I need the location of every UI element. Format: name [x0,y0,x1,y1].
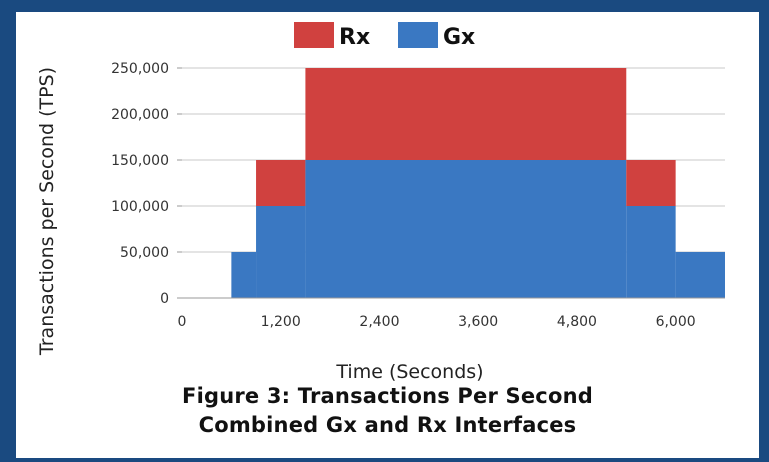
series-layer [231,68,725,298]
gx-bar [626,206,676,298]
axis-layer: 0 50,000 100,000 150,000 200,000 250,000 0 1,20… [111,61,725,330]
y-tick-label: 200,000 [111,107,169,123]
chart-figure: 0 50,000 100,000 150,000 200,000 250,000 0 1,20… [16,12,759,458]
legend-swatch-rx [294,22,334,48]
x-tick-label: 4,800 [557,314,597,330]
gx-bar [305,160,627,298]
figure-caption-line1: Figure 3: Transactions Per Second [182,384,593,408]
x-tick-label: 2,400 [359,314,399,330]
y-tick-label: 100,000 [111,199,169,215]
rx-bar [256,160,306,206]
chart-canvas: 0 50,000 100,000 150,000 200,000 250,000 0 1,20… [36,22,725,383]
figure-caption-line2: Combined Gx and Rx Interfaces [198,413,577,437]
rx-bar [305,68,627,160]
gx-bar [256,206,306,298]
y-axis-label: Transactions per Second (TPS) [36,67,58,356]
gx-bar [675,252,725,298]
x-tick-label: 1,200 [261,314,301,330]
y-tick-label: 50,000 [120,245,169,261]
legend-label-rx: Rx [339,25,370,50]
y-tick-label: 0 [160,291,169,307]
rx-bar [626,160,676,206]
x-tick-label: 6,000 [656,314,696,330]
gx-bar [231,252,257,298]
y-tick-label: 250,000 [111,61,169,77]
x-axis-label: Time (Seconds) [335,361,483,383]
legend-swatch-gx [398,22,438,48]
legend-label-gx: Gx [443,25,475,50]
x-tick-label: 0 [178,314,187,330]
legend: Rx Gx [294,22,475,50]
x-tick-label: 3,600 [458,314,498,330]
y-tick-label: 150,000 [111,153,169,169]
